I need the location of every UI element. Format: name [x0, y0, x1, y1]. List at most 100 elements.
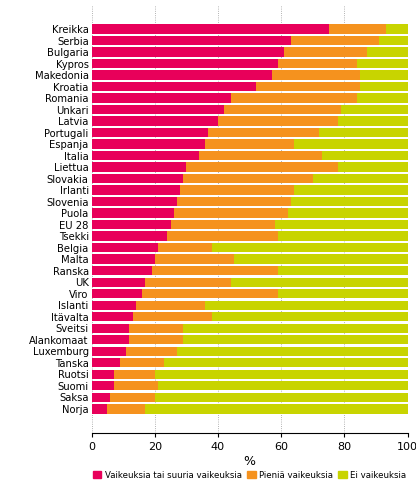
Bar [151, 266, 278, 276]
Bar [92, 312, 133, 321]
Bar [155, 254, 234, 264]
Bar [92, 70, 272, 80]
Bar [199, 151, 322, 160]
Bar [360, 70, 408, 80]
Bar [145, 404, 408, 413]
Bar [155, 393, 408, 402]
Bar [285, 47, 366, 57]
Bar [114, 369, 155, 379]
Bar [92, 277, 145, 287]
Bar [177, 197, 291, 207]
Bar [136, 301, 206, 310]
Bar [186, 162, 338, 172]
Bar [230, 277, 408, 287]
Bar [92, 93, 230, 103]
Bar [275, 220, 408, 229]
Bar [133, 312, 212, 321]
Bar [294, 139, 408, 149]
Bar [366, 47, 408, 57]
Bar [360, 82, 408, 92]
Bar [129, 335, 183, 344]
Bar [234, 254, 408, 264]
Bar [145, 277, 230, 287]
Bar [92, 36, 291, 45]
Bar [92, 162, 186, 172]
Bar [92, 393, 111, 402]
Bar [92, 59, 278, 68]
Bar [224, 105, 341, 114]
Bar [92, 358, 120, 368]
Bar [171, 220, 275, 229]
Bar [111, 393, 155, 402]
Bar [341, 105, 408, 114]
Bar [256, 82, 360, 92]
Bar [92, 254, 155, 264]
Bar [92, 404, 107, 413]
Bar [208, 128, 319, 137]
X-axis label: %: % [244, 455, 255, 468]
Bar [212, 312, 408, 321]
Bar [206, 301, 408, 310]
Bar [319, 128, 408, 137]
Bar [92, 151, 199, 160]
Bar [230, 93, 357, 103]
Bar [158, 381, 408, 391]
Bar [92, 128, 208, 137]
Bar [92, 266, 151, 276]
Bar [92, 220, 171, 229]
Bar [183, 335, 408, 344]
Bar [379, 36, 408, 45]
Bar [386, 25, 408, 34]
Bar [278, 231, 408, 241]
Bar [126, 346, 177, 356]
Bar [357, 59, 408, 68]
Bar [92, 25, 329, 34]
Bar [338, 117, 408, 126]
Bar [107, 404, 145, 413]
Bar [92, 231, 167, 241]
Bar [92, 243, 158, 252]
Bar [155, 369, 408, 379]
Legend: Vaikeuksia tai suuria vaikeuksia, Pieniä vaikeuksia, Ei vaikeuksia: Vaikeuksia tai suuria vaikeuksia, Pieniä… [89, 467, 410, 483]
Bar [212, 243, 408, 252]
Bar [357, 93, 408, 103]
Bar [313, 174, 408, 184]
Bar [92, 301, 136, 310]
Bar [92, 174, 183, 184]
Bar [174, 209, 287, 218]
Bar [142, 289, 278, 299]
Bar [164, 358, 408, 368]
Bar [329, 25, 386, 34]
Bar [120, 358, 164, 368]
Bar [92, 117, 218, 126]
Bar [92, 47, 285, 57]
Bar [180, 185, 294, 195]
Bar [291, 36, 379, 45]
Bar [218, 117, 338, 126]
Bar [92, 82, 256, 92]
Bar [114, 381, 158, 391]
Bar [92, 105, 224, 114]
Bar [272, 70, 360, 80]
Bar [177, 346, 408, 356]
Bar [291, 197, 408, 207]
Bar [92, 346, 126, 356]
Bar [278, 59, 357, 68]
Bar [287, 209, 408, 218]
Bar [322, 151, 408, 160]
Bar [92, 369, 114, 379]
Bar [206, 139, 294, 149]
Bar [92, 209, 174, 218]
Bar [183, 174, 313, 184]
Bar [338, 162, 408, 172]
Bar [92, 381, 114, 391]
Bar [183, 324, 408, 333]
Bar [92, 289, 142, 299]
Bar [294, 185, 408, 195]
Bar [92, 185, 180, 195]
Bar [92, 335, 129, 344]
Bar [92, 324, 129, 333]
Bar [92, 197, 177, 207]
Bar [92, 139, 206, 149]
Bar [278, 289, 408, 299]
